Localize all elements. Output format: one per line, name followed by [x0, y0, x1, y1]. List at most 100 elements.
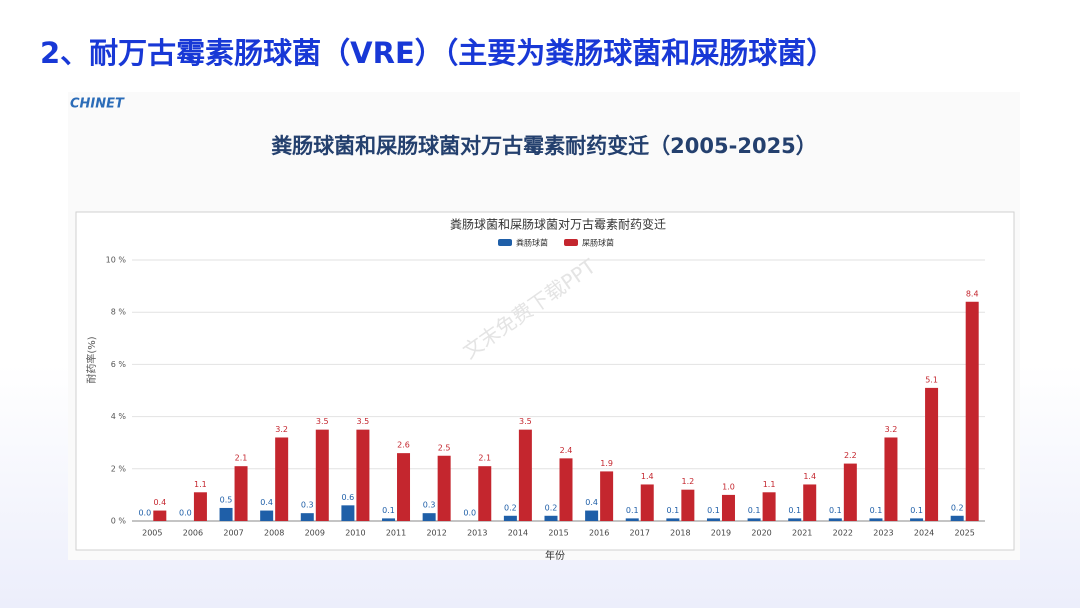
x-tick-label: 2006 — [183, 529, 203, 538]
data-label: 1.4 — [641, 472, 654, 481]
chart-title: 粪肠球菌和屎肠球菌对万古霉素耐药变迁 — [450, 217, 666, 232]
x-axis-label: 年份 — [545, 549, 565, 562]
bar — [300, 513, 314, 521]
x-tick-label: 2020 — [751, 529, 771, 538]
bar — [437, 455, 451, 521]
y-tick-label: 8 % — [111, 308, 127, 317]
data-label: 0.1 — [829, 506, 842, 515]
x-tick-label: 2005 — [142, 529, 162, 538]
x-tick-label: 2013 — [467, 529, 487, 538]
data-label: 0.3 — [301, 501, 314, 510]
bar — [397, 453, 411, 521]
y-tick-label: 6 % — [111, 360, 127, 369]
bar — [382, 518, 396, 521]
y-tick-label: 2 % — [111, 464, 127, 473]
bar — [706, 518, 720, 521]
legend-label: 屎肠球菌 — [582, 238, 614, 248]
data-label: 1.0 — [722, 482, 735, 491]
data-label: 3.5 — [519, 417, 532, 426]
data-label: 0.1 — [870, 506, 883, 515]
data-label: 0.1 — [707, 506, 720, 515]
y-tick-label: 0 % — [111, 517, 127, 526]
data-label: 3.5 — [316, 417, 329, 426]
bar — [910, 518, 924, 521]
data-label: 2.1 — [478, 454, 491, 463]
data-label: 0.4 — [153, 498, 166, 507]
x-tick-label: 2011 — [386, 529, 406, 538]
bar — [153, 510, 167, 521]
x-tick-label: 2024 — [914, 529, 934, 538]
data-label: 0.2 — [545, 503, 558, 512]
bar — [681, 489, 695, 521]
legend-swatch — [498, 239, 512, 246]
bar — [666, 518, 680, 521]
bar — [422, 513, 436, 521]
bar — [356, 429, 370, 521]
data-label: 0.5 — [220, 495, 233, 504]
bar — [965, 301, 979, 521]
bar — [747, 518, 761, 521]
x-tick-label: 2019 — [711, 529, 731, 538]
logo: CHINET — [70, 97, 125, 112]
bar — [341, 505, 355, 521]
data-label: 0.0 — [463, 509, 476, 518]
x-tick-label: 2015 — [548, 529, 568, 538]
bar — [803, 484, 817, 521]
data-label: 8.4 — [966, 289, 979, 298]
x-tick-label: 2018 — [670, 529, 690, 538]
data-label: 2.4 — [560, 446, 573, 455]
data-label: 3.2 — [885, 425, 898, 434]
data-label: 0.3 — [423, 501, 436, 510]
data-label: 0.1 — [788, 506, 801, 515]
data-label: 1.4 — [803, 472, 816, 481]
data-label: 0.1 — [910, 506, 923, 515]
bar — [843, 463, 857, 521]
x-tick-label: 2017 — [630, 529, 650, 538]
x-tick-label: 2009 — [305, 529, 325, 538]
bar — [219, 507, 233, 521]
data-label: 1.2 — [681, 477, 694, 486]
data-label: 2.6 — [397, 441, 410, 450]
bar — [193, 492, 207, 521]
bar — [828, 518, 842, 521]
data-label: 1.1 — [194, 480, 207, 489]
data-label: 2.2 — [844, 451, 857, 460]
bar — [721, 494, 735, 521]
data-label: 5.1 — [925, 375, 938, 384]
x-tick-label: 2012 — [426, 529, 446, 538]
x-tick-label: 2008 — [264, 529, 284, 538]
data-label: 0.0 — [138, 509, 151, 518]
bar — [275, 437, 289, 521]
data-label: 0.1 — [748, 506, 761, 515]
bar — [925, 387, 939, 521]
x-tick-label: 2021 — [792, 529, 812, 538]
x-tick-label: 2022 — [833, 529, 853, 538]
chart-panel — [75, 211, 1015, 551]
data-label: 0.1 — [382, 506, 395, 515]
bar — [625, 518, 639, 521]
x-tick-label: 2023 — [873, 529, 893, 538]
legend-swatch — [564, 239, 578, 246]
data-label: 2.1 — [235, 454, 248, 463]
bar — [600, 471, 614, 521]
data-label: 0.1 — [626, 506, 639, 515]
bar — [640, 484, 654, 521]
bar — [315, 429, 329, 521]
bar — [869, 518, 883, 521]
data-label: 0.2 — [504, 503, 517, 512]
data-label: 0.4 — [260, 498, 273, 507]
bar — [884, 437, 898, 521]
x-tick-label: 2010 — [345, 529, 365, 538]
figure-title: 粪肠球菌和屎肠球菌对万古霉素耐药变迁（2005-2025） — [271, 134, 817, 158]
x-tick-label: 2025 — [955, 529, 975, 538]
data-label: 1.1 — [763, 480, 776, 489]
x-tick-label: 2016 — [589, 529, 609, 538]
data-label: 0.2 — [951, 503, 964, 512]
bar — [559, 458, 573, 521]
data-label: 0.6 — [342, 493, 355, 502]
x-tick-label: 2014 — [508, 529, 528, 538]
bar — [950, 515, 964, 521]
bar — [762, 492, 776, 521]
data-label: 2.5 — [438, 443, 451, 452]
